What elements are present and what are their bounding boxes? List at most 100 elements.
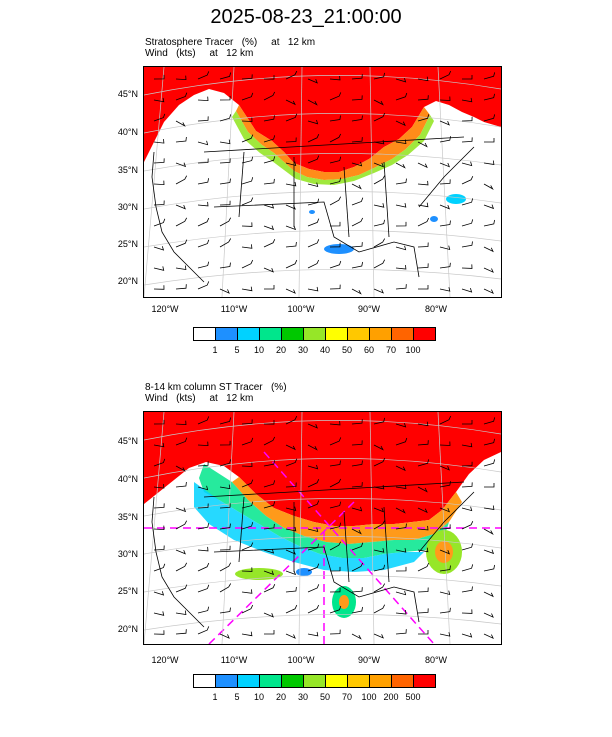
wind-barb xyxy=(307,543,320,551)
wind-barb xyxy=(461,506,473,512)
wind-barb xyxy=(439,524,451,530)
wind-barb xyxy=(483,246,494,253)
wind-barb xyxy=(373,72,385,80)
wind-barb xyxy=(439,507,451,513)
colorbar-label: 500 xyxy=(405,692,421,702)
wind-barb xyxy=(373,417,385,425)
wind-barbs xyxy=(153,415,496,640)
wind-barb xyxy=(439,245,451,251)
wind-barb xyxy=(175,136,187,143)
colorbar-swatch xyxy=(216,328,238,340)
colorbar-swatch xyxy=(282,675,304,687)
colorbar-label: 60 xyxy=(363,345,374,355)
wind-barb xyxy=(219,288,230,294)
wind-barb xyxy=(373,564,385,572)
wind-barb xyxy=(285,633,296,639)
colorbar-label: 20 xyxy=(275,692,286,702)
wind-barb xyxy=(417,587,429,593)
wind-barb xyxy=(351,419,363,425)
panel1-subtitle-line1: Stratosphere Tracer (%) at 12 km xyxy=(145,37,316,48)
wind-barb xyxy=(153,218,166,227)
wind-barb xyxy=(395,610,407,615)
colorbar-swatch xyxy=(348,675,370,687)
wind-barb xyxy=(483,114,496,122)
wind-barb xyxy=(307,119,319,125)
wind-barb xyxy=(263,584,276,593)
wind-barb xyxy=(395,77,407,83)
wind-barb xyxy=(351,242,363,248)
colorbar-swatch xyxy=(238,328,260,340)
wind-barb xyxy=(263,267,274,273)
wind-barb xyxy=(329,196,342,206)
wind-barb xyxy=(285,604,298,614)
wind-barb xyxy=(241,156,254,164)
wind-barb xyxy=(285,444,296,451)
wind-barb xyxy=(175,175,188,185)
wind-barb xyxy=(285,113,298,122)
wind-barb xyxy=(483,528,494,535)
wind-barb xyxy=(461,287,473,293)
wind-barb xyxy=(373,203,385,208)
colorbar-swatch xyxy=(194,328,216,340)
lat-label: 20°N xyxy=(117,276,138,286)
lon-label: 90°W xyxy=(357,304,381,314)
wind-barb xyxy=(175,204,186,210)
colorbar-swatch xyxy=(304,328,326,340)
wind-barb xyxy=(263,239,276,248)
wind-barb xyxy=(263,480,276,488)
wind-barb xyxy=(461,442,473,448)
wind-barb xyxy=(461,586,473,593)
tracer-green-band xyxy=(199,464,449,558)
wind-barb xyxy=(241,604,254,614)
wind-barb xyxy=(395,120,406,127)
wind-barb xyxy=(219,139,231,145)
wind-barb xyxy=(483,219,495,227)
wind-barb xyxy=(417,141,428,148)
lat-label: 40°N xyxy=(117,474,138,484)
wind-barb xyxy=(417,459,430,467)
wind-barb xyxy=(175,217,188,227)
colorbar-swatch xyxy=(392,328,414,340)
wind-barb xyxy=(307,423,318,429)
wind-barb xyxy=(307,99,318,106)
colorbar-swatch xyxy=(348,328,370,340)
wind-barb xyxy=(285,204,297,210)
lat-label: 25°N xyxy=(117,586,138,596)
wind-barb xyxy=(461,264,473,269)
wind-barb xyxy=(307,563,320,572)
wind-barb xyxy=(241,462,253,467)
wind-barb xyxy=(307,584,320,593)
wind-barb xyxy=(373,139,385,145)
wind-barb xyxy=(417,202,429,208)
wind-barb xyxy=(175,610,187,615)
wind-barb xyxy=(417,562,430,572)
wind-barb xyxy=(307,134,320,143)
wind-barb xyxy=(263,91,276,101)
wind-barb xyxy=(373,583,386,593)
wind-barb xyxy=(153,442,165,448)
colorbar-swatch xyxy=(326,675,348,687)
wind-barb xyxy=(439,136,451,143)
wind-barb xyxy=(197,96,209,102)
wind-barb xyxy=(461,161,473,167)
wind-barb xyxy=(351,587,363,593)
wind-barb xyxy=(483,417,496,425)
wind-barb xyxy=(461,543,474,551)
wind-barb xyxy=(219,545,231,551)
wind-barb xyxy=(329,605,342,614)
colorbar-label: 30 xyxy=(297,692,308,702)
wind-barb xyxy=(439,262,451,269)
wind-barb xyxy=(395,245,407,251)
wind-barb xyxy=(285,241,297,248)
wind-barb xyxy=(241,244,253,249)
wind-barb xyxy=(219,503,231,509)
wind-barb xyxy=(175,92,188,101)
wind-barb xyxy=(395,437,408,446)
wind-barb xyxy=(307,444,318,451)
wind-barb xyxy=(264,285,275,290)
wind-barb xyxy=(175,465,186,472)
wind-barb xyxy=(285,526,297,532)
lat-label: 40°N xyxy=(117,127,138,137)
wind-barb xyxy=(285,549,297,555)
wind-barb xyxy=(197,461,209,467)
